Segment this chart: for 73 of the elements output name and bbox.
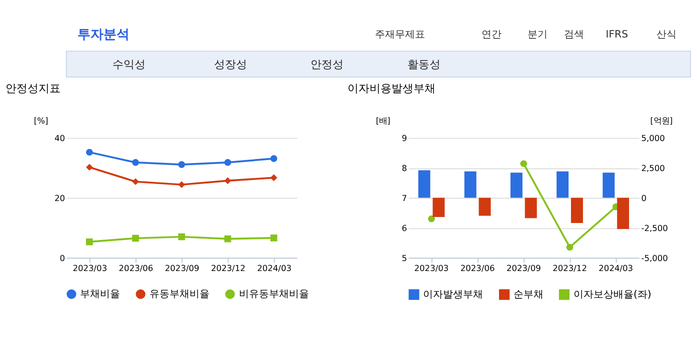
bar xyxy=(556,171,569,198)
y-axis-title: [배] xyxy=(376,116,390,126)
y-axis-title: [%] xyxy=(34,116,48,126)
point xyxy=(428,215,435,222)
legend-label: 이자보상배율(좌) xyxy=(573,289,652,300)
text: 투자분석 xyxy=(77,27,130,42)
y-tick-label: 40 xyxy=(54,133,65,144)
y2-tick-label: -5,000 xyxy=(641,252,668,263)
point xyxy=(132,234,139,242)
y-tick-label: 9 xyxy=(402,133,408,144)
text: 연간 xyxy=(481,29,502,40)
bar xyxy=(570,198,583,223)
point xyxy=(132,178,139,186)
x-tick-label: 2023/09 xyxy=(506,263,541,274)
y2-tick-label: 5,000 xyxy=(641,133,665,144)
bar xyxy=(602,172,615,198)
point xyxy=(178,181,186,188)
x-tick-label: 2023/03 xyxy=(72,263,108,274)
legend-label: 순부채 xyxy=(514,289,544,300)
bar xyxy=(432,198,445,217)
x-tick-label: 2024/03 xyxy=(598,263,634,274)
x-tick-label: 2023/06 xyxy=(460,263,495,274)
chart-title: 안정성지표 xyxy=(6,82,61,95)
point xyxy=(566,244,574,251)
y2-tick-label: 0 xyxy=(641,193,647,204)
y2-tick-label: 2,500 xyxy=(641,163,665,174)
y-tick-label: 7 xyxy=(402,193,408,204)
point xyxy=(270,234,278,242)
point xyxy=(520,160,528,168)
legend-label: 이자발생부채 xyxy=(423,289,484,300)
text: 성장성 xyxy=(214,58,247,71)
bar xyxy=(478,198,491,216)
x-tick-label: 2024/03 xyxy=(257,263,292,274)
point xyxy=(86,164,93,171)
bar xyxy=(617,198,630,229)
point xyxy=(178,233,186,240)
x-tick-label: 2023/03 xyxy=(414,263,449,274)
text: 수익성 xyxy=(112,58,146,71)
point xyxy=(86,148,93,156)
y2-tick-label: -2,500 xyxy=(641,222,668,233)
text: 검색 xyxy=(564,29,584,40)
y2-axis-title: [억원] xyxy=(650,116,673,126)
x-tick-label: 2023/06 xyxy=(118,263,154,274)
text: 주재무제표 xyxy=(375,29,426,40)
point xyxy=(224,177,232,184)
text: 활동성 xyxy=(408,58,441,71)
text: IFRS xyxy=(606,29,628,40)
point xyxy=(86,238,93,246)
y-tick-label: 0 xyxy=(60,252,65,263)
text: 산식 xyxy=(656,29,676,40)
point xyxy=(132,159,139,166)
legend-label: 부채비율 xyxy=(80,288,120,300)
y-tick-label: 20 xyxy=(54,193,65,204)
point xyxy=(178,161,186,168)
bar xyxy=(464,171,476,198)
x-tick-label: 2023/12 xyxy=(210,263,246,274)
bar xyxy=(510,172,522,198)
point xyxy=(224,235,232,242)
y-tick-label: 5 xyxy=(402,252,408,263)
chart-title: 이자비용발생부채 xyxy=(348,82,436,95)
point xyxy=(224,159,232,166)
bar xyxy=(418,170,430,198)
text: 안정성 xyxy=(310,58,344,71)
point xyxy=(270,174,278,182)
text: 분기 xyxy=(527,29,548,40)
y-tick-label: 8 xyxy=(402,163,408,174)
point xyxy=(270,155,278,162)
y-tick-label: 6 xyxy=(402,222,408,233)
legend-label: 유동부채비율 xyxy=(149,288,210,300)
x-tick-label: 2023/12 xyxy=(552,263,587,274)
x-tick-label: 2023/09 xyxy=(164,263,200,274)
bar xyxy=(524,198,537,218)
legend-label: 비유동부채비율 xyxy=(238,288,309,300)
